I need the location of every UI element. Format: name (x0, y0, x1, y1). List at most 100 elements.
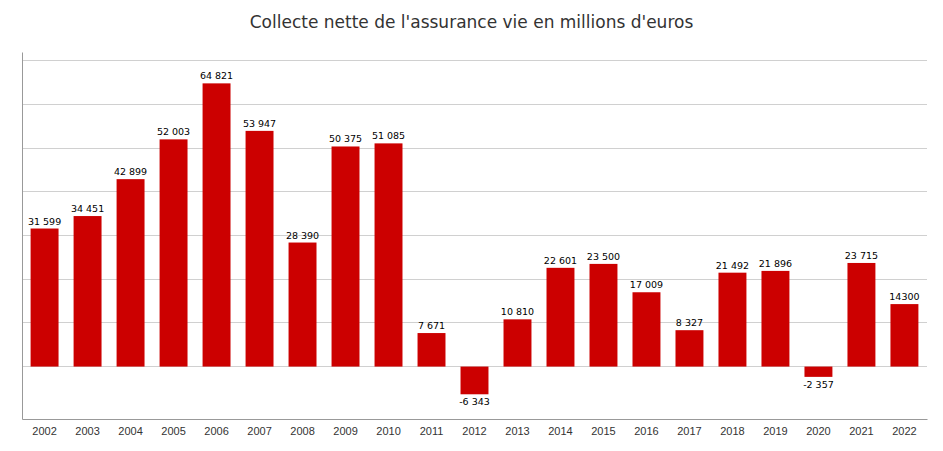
data-labels: 31 599 34 451 42 899 52 003 64 821 53 947 28 3… (28, 70, 920, 407)
bar (547, 268, 575, 367)
x-tick-label: 2011 (420, 425, 444, 437)
data-label: 34 451 (71, 203, 104, 214)
x-tick: 2020 (806, 425, 830, 437)
x-tick: 2008 (290, 425, 314, 437)
x-tick: 2005 (161, 425, 185, 437)
y-axis (22, 53, 23, 420)
bar (418, 333, 446, 367)
x-tick-label: 2004 (118, 425, 142, 437)
bar (332, 146, 360, 366)
grid-line (22, 60, 927, 61)
data-label: -2 357 (803, 379, 834, 390)
data-label: 23 715 (845, 250, 878, 261)
grid-line (22, 235, 927, 236)
x-tick: 2002 (32, 425, 56, 437)
grid-line (22, 148, 927, 149)
x-tick-label: 2003 (75, 425, 99, 437)
bar (890, 304, 918, 366)
x-tick-label: 2009 (333, 425, 357, 437)
x-tick-label: 2018 (720, 425, 744, 437)
x-tick: 2018 (720, 425, 744, 437)
bar (718, 273, 746, 367)
data-label: 53 947 (243, 118, 276, 129)
bar (632, 292, 660, 366)
x-tick-label: 2002 (32, 425, 56, 437)
bar (461, 367, 489, 395)
data-label: 8 327 (676, 317, 703, 328)
data-label: 14300 (889, 291, 919, 302)
x-tick-label: 2007 (247, 425, 271, 437)
x-tick-label: 2016 (634, 425, 658, 437)
x-tick: 2011 (420, 425, 444, 437)
data-label: 21 896 (759, 258, 792, 269)
data-label: 21 492 (716, 260, 749, 271)
x-axis: 2002 2003 2004 2005 2006 2007 2008 2009 2010 2011… (23, 420, 928, 437)
x-tick: 2014 (548, 425, 572, 437)
grid (22, 61, 927, 367)
chart: 2002 2003 2004 2005 2006 2007 2008 2009 2010 2011… (0, 0, 943, 451)
x-tick: 2021 (849, 425, 873, 437)
bar (289, 243, 317, 367)
data-label: 52 003 (157, 126, 190, 137)
x-tick-label: 2010 (376, 425, 400, 437)
x-tick-label: 2013 (505, 425, 529, 437)
x-tick: 2013 (505, 425, 529, 437)
data-label: 22 601 (544, 255, 577, 266)
x-tick: 2015 (591, 425, 615, 437)
data-label: 7 671 (418, 320, 445, 331)
data-label: 51 085 (372, 130, 405, 141)
x-tick: 2019 (763, 425, 787, 437)
bar (504, 319, 532, 366)
data-label: 50 375 (329, 133, 362, 144)
x-tick: 2003 (75, 425, 99, 437)
data-label: 10 810 (501, 306, 534, 317)
title: Collecte nette de l'assurance vie en mil… (250, 12, 694, 32)
x-tick: 2009 (333, 425, 357, 437)
grid-line (22, 191, 927, 192)
data-label: 64 821 (200, 70, 233, 81)
bar (74, 216, 102, 367)
bar (375, 143, 403, 366)
bar (761, 271, 789, 367)
x-tick-label: 2021 (849, 425, 873, 437)
x-tick: 2012 (462, 425, 486, 437)
x-tick: 2006 (204, 425, 228, 437)
bar (675, 330, 703, 366)
plot: 2002 2003 2004 2005 2006 2007 2008 2009 2010 2011… (22, 53, 928, 437)
x-tick-label: 2019 (763, 425, 787, 437)
data-label: 17 009 (630, 279, 663, 290)
data-label: 23 500 (587, 251, 620, 262)
data-label: 31 599 (28, 216, 61, 227)
bar (847, 263, 875, 367)
bar (31, 229, 59, 367)
grid-line (22, 279, 927, 280)
x-tick: 2022 (892, 425, 916, 437)
grid-line (22, 322, 927, 323)
y-axis-line (22, 53, 23, 420)
bar (160, 139, 188, 366)
x-tick-label: 2006 (204, 425, 228, 437)
bar (203, 83, 231, 366)
grid-line (22, 104, 927, 105)
bar (804, 367, 832, 377)
x-tick: 2010 (376, 425, 400, 437)
x-tick-label: 2005 (161, 425, 185, 437)
x-tick: 2017 (677, 425, 701, 437)
bar (246, 131, 274, 367)
x-tick-label: 2017 (677, 425, 701, 437)
x-tick-label: 2012 (462, 425, 486, 437)
data-label: 28 390 (286, 230, 319, 241)
x-tick-label: 2020 (806, 425, 830, 437)
bar (117, 179, 145, 366)
x-axis-line (23, 419, 928, 420)
x-tick: 2007 (247, 425, 271, 437)
data-label: -6 343 (459, 396, 490, 407)
x-tick: 2004 (118, 425, 142, 437)
x-tick-label: 2022 (892, 425, 916, 437)
bars (31, 83, 919, 394)
data-label: 42 899 (114, 166, 147, 177)
bar (590, 264, 618, 367)
x-tick-label: 2015 (591, 425, 615, 437)
x-tick: 2016 (634, 425, 658, 437)
x-tick-label: 2008 (290, 425, 314, 437)
